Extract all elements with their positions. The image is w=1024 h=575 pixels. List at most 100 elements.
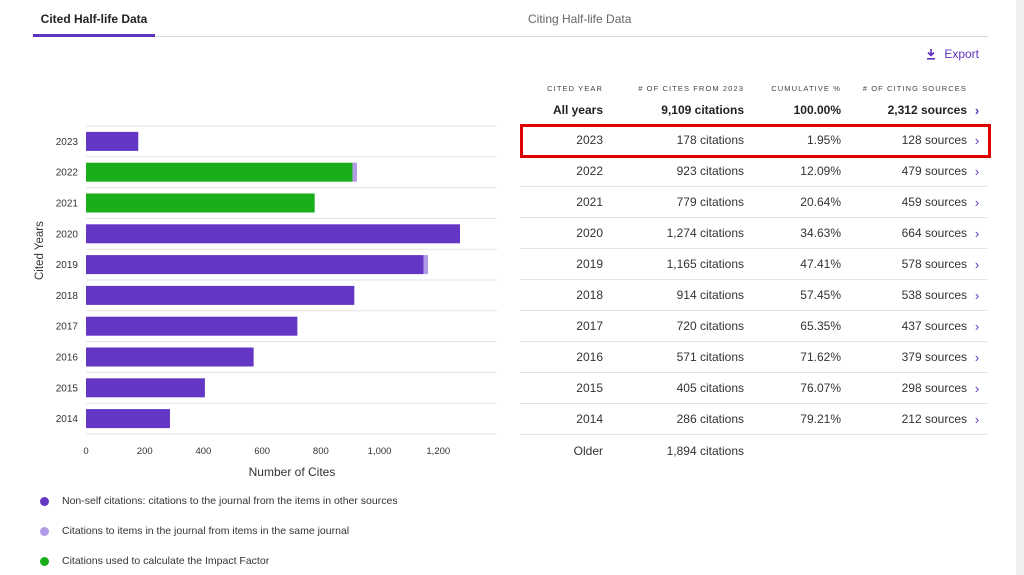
cell-sources-link[interactable]: 2,312 sources (887, 103, 967, 117)
y-tick-label: 2015 (56, 383, 79, 394)
cell-sources-link[interactable]: 298 sources (901, 381, 967, 395)
table-row: 2020 1,274 citations 34.63% 664 sources › (520, 218, 987, 249)
cell-sources-link[interactable]: 664 sources (901, 226, 967, 240)
chart-y-axis-title: Cited Years (34, 221, 46, 280)
chevron-right-icon[interactable]: › (974, 194, 980, 210)
table-row: 2018 914 citations 57.45% 538 sources › (520, 280, 987, 311)
cell-year: Older (573, 443, 603, 458)
cell-sources-link[interactable]: 479 sources (901, 164, 967, 178)
y-tick-label: 2023 (56, 137, 79, 148)
chevron-right-icon[interactable]: › (974, 287, 980, 303)
table-row: 2016 571 citations 71.62% 379 sources › (520, 342, 987, 373)
x-tick-label: 800 (313, 446, 329, 457)
y-tick-label: 2018 (56, 291, 79, 302)
table-row: 2023 178 citations 1.95% 128 sources › (520, 125, 987, 156)
chevron-right-icon[interactable]: › (974, 349, 980, 365)
cell-year: 2023 (576, 133, 603, 147)
cell-cites: 1,274 citations (666, 226, 744, 240)
x-tick-label: 0 (83, 446, 88, 457)
export-button[interactable]: Export (926, 47, 979, 61)
header-cumulative: CUMULATIVE % (771, 84, 841, 93)
bar-impact-factor (86, 162, 353, 182)
bar-non-self (86, 347, 254, 367)
cell-cumulative: 100.00% (793, 103, 841, 117)
y-tick-label: 2019 (56, 260, 79, 271)
cell-sources-link[interactable]: 538 sources (901, 288, 967, 302)
cell-cites: 405 citations (676, 381, 744, 395)
cell-cites: 286 citations (676, 412, 744, 426)
legend-item-self: Citations to items in the journal from i… (40, 516, 398, 546)
chevron-right-icon[interactable]: › (974, 163, 980, 179)
chevron-right-icon[interactable]: › (974, 318, 980, 334)
bar-non-self (86, 285, 355, 305)
chevron-right-icon[interactable]: › (974, 132, 980, 148)
cell-cumulative: 71.62% (800, 350, 841, 364)
chevron-right-icon[interactable]: › (974, 411, 980, 427)
cited-half-life-table: CITED YEAR # OF CITES FROM 2023 CUMULATI… (520, 80, 987, 466)
legend-item-impact-factor: Citations used to calculate the Impact F… (40, 546, 398, 575)
cell-sources-link[interactable]: 212 sources (901, 412, 967, 426)
tab-cited-half-life[interactable]: Cited Half-life Data (33, 12, 155, 37)
y-tick-label: 2021 (56, 199, 79, 210)
legend-label-impact-factor: Citations used to calculate the Impact F… (62, 555, 270, 567)
cell-sources-link[interactable]: 379 sources (901, 350, 967, 364)
chevron-right-icon[interactable]: › (974, 256, 980, 272)
cell-sources-link[interactable]: 437 sources (901, 319, 967, 333)
cell-cumulative: 47.41% (800, 257, 841, 271)
chevron-right-icon[interactable]: › (974, 380, 980, 396)
cell-cites: 779 citations (676, 195, 744, 209)
cell-sources-link[interactable]: 459 sources (901, 195, 967, 209)
chart-legend: Non-self citations: citations to the jou… (40, 486, 398, 575)
bar-non-self (86, 378, 205, 398)
table-row: 2021 779 citations 20.64% 459 sources › (520, 187, 987, 218)
table-row: 2017 720 citations 65.35% 437 sources › (520, 311, 987, 342)
cell-year: 2018 (576, 288, 603, 302)
x-tick-label: 400 (195, 446, 211, 457)
export-label: Export (944, 47, 979, 61)
cell-sources-link[interactable]: 128 sources (901, 133, 967, 147)
cell-year: 2014 (576, 412, 603, 426)
bar-impact-self (352, 162, 357, 182)
cell-cites: 1,165 citations (666, 257, 744, 271)
tab-citing-half-life[interactable]: Citing Half-life Data (528, 12, 632, 26)
x-tick-label: 600 (254, 446, 270, 457)
y-tick-label: 2017 (56, 322, 79, 333)
chart-x-axis-title: Number of Cites (249, 465, 336, 479)
cell-year: 2020 (576, 226, 603, 240)
cell-sources-link[interactable]: 578 sources (901, 257, 967, 271)
y-tick-label: 2022 (56, 168, 79, 179)
cell-cumulative: 34.63% (800, 226, 841, 240)
x-tick-label: 200 (137, 446, 153, 457)
x-tick-label: 1,200 (426, 446, 450, 457)
y-tick-label: 2014 (56, 414, 79, 425)
cell-cites: 923 citations (676, 164, 744, 178)
cell-cites: 9,109 citations (661, 103, 744, 117)
header-citing-sources: # OF CITING SOURCES (862, 84, 967, 93)
cell-cumulative: 12.09% (800, 164, 841, 178)
table-row-all-years: All years 9,109 citations 100.00% 2,312 … (520, 96, 987, 125)
legend-dot-self (40, 526, 49, 536)
cell-year: All years (552, 103, 603, 117)
table-row: 2015 405 citations 76.07% 298 sources › (520, 373, 987, 404)
chevron-right-icon[interactable]: › (974, 225, 980, 241)
bar-self (423, 255, 429, 275)
chevron-right-icon[interactable]: › (974, 102, 980, 118)
cell-year: 2019 (576, 257, 603, 271)
cited-years-bar-chart: 2023 2022 2021 2020 2019 2018 2017 2016 2015 2014… (56, 125, 497, 479)
cell-cumulative: 1.95% (806, 133, 841, 147)
header-cited-year: CITED YEAR (547, 84, 603, 93)
table-row: 2022 923 citations 12.09% 479 sources › (520, 156, 987, 187)
cell-year: 2021 (576, 195, 603, 209)
cell-cumulative: 65.35% (800, 319, 841, 333)
tab-bar: Cited Half-life Data Citing Half-life Da… (33, 0, 988, 37)
cell-cites: 1,894 citations (666, 443, 744, 458)
bar-non-self (86, 255, 424, 275)
cell-cites: 178 citations (676, 133, 744, 147)
cell-year: 2016 (576, 350, 603, 364)
scrollbar[interactable] (1016, 0, 1024, 575)
bar-impact-factor (86, 193, 315, 213)
table-row: 2019 1,165 citations 47.41% 578 sources › (520, 249, 987, 280)
cell-cites: 720 citations (676, 319, 744, 333)
cell-cumulative: 57.45% (800, 288, 841, 302)
cell-cites: 914 citations (676, 288, 744, 302)
